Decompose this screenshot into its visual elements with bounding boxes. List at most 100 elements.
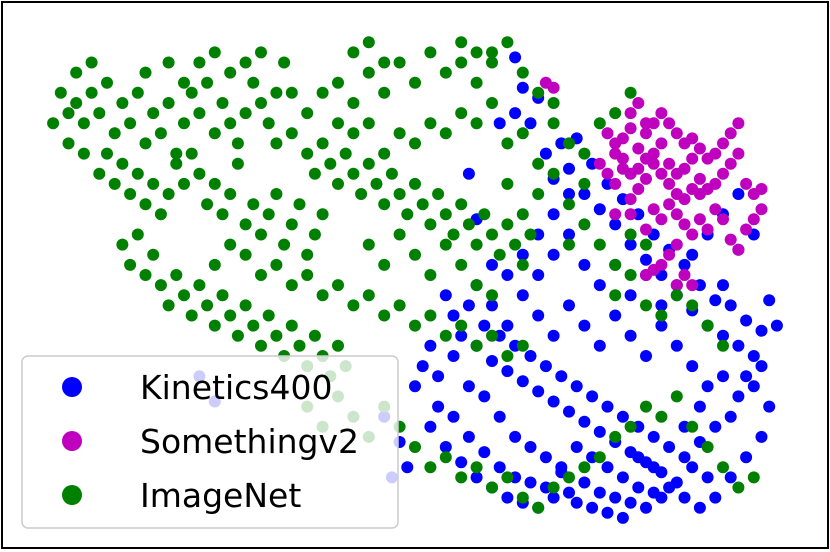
- point-imagenet-21: [224, 117, 237, 130]
- point-kinetics400-148: [663, 481, 676, 494]
- point-somethingv2-66: [655, 167, 668, 180]
- point-kinetics400-144: [601, 461, 614, 474]
- point-imagenet-169: [501, 350, 514, 362]
- point-imagenet-49: [239, 218, 252, 231]
- point-imagenet-96: [347, 167, 360, 180]
- point-imagenet-32: [108, 177, 121, 190]
- point-somethingv2-33: [686, 228, 699, 241]
- point-somethingv2-56: [693, 142, 706, 155]
- point-imagenet-51: [255, 228, 267, 241]
- point-imagenet-25: [255, 97, 267, 109]
- point-kinetics400-110: [563, 299, 575, 312]
- point-kinetics400-111: [578, 319, 591, 332]
- point-kinetics400-40: [455, 329, 468, 342]
- point-imagenet-233: [670, 390, 683, 403]
- point-kinetics400-113: [609, 309, 622, 322]
- point-somethingv2-14: [693, 172, 706, 185]
- point-kinetics400-17: [640, 253, 652, 266]
- point-kinetics400-159: [593, 279, 606, 292]
- point-kinetics400-26: [709, 294, 722, 307]
- point-kinetics400-119: [701, 380, 714, 393]
- point-somethingv2-62: [624, 107, 637, 120]
- point-imagenet-18: [201, 76, 214, 89]
- point-kinetics400-0: [509, 107, 522, 120]
- point-imagenet-142: [393, 127, 406, 140]
- point-somethingv2-4: [616, 132, 629, 145]
- point-imagenet-63: [139, 269, 152, 281]
- point-imagenet-179: [486, 289, 498, 302]
- point-imagenet-250: [455, 36, 468, 49]
- point-somethingv2-18: [724, 157, 737, 170]
- point-kinetics400-15: [624, 238, 637, 251]
- point-imagenet-164: [424, 309, 437, 322]
- point-imagenet-174: [409, 248, 421, 261]
- point-imagenet-38: [154, 208, 167, 221]
- point-imagenet-224: [532, 501, 545, 514]
- point-kinetics400-142: [570, 441, 583, 453]
- point-kinetics400-43: [478, 319, 491, 332]
- point-somethingv2-31: [670, 208, 683, 221]
- point-imagenet-151: [224, 238, 237, 251]
- point-kinetics400-99: [624, 496, 637, 509]
- point-imagenet-117: [509, 238, 522, 251]
- point-kinetics400-122: [747, 380, 760, 393]
- point-somethingv2-22: [755, 183, 768, 195]
- point-imagenet-10: [139, 137, 152, 150]
- point-imagenet-77: [247, 319, 260, 332]
- point-imagenet-80: [270, 329, 283, 342]
- point-kinetics400-82: [493, 461, 506, 474]
- point-somethingv2-32: [678, 218, 691, 231]
- point-imagenet-69: [185, 309, 198, 322]
- point-kinetics400-115: [640, 350, 652, 362]
- point-imagenet-248: [362, 36, 375, 49]
- point-imagenet-41: [178, 177, 190, 190]
- point-imagenet-148: [285, 86, 298, 99]
- point-imagenet-170: [516, 339, 529, 352]
- point-kinetics400-86: [524, 476, 537, 489]
- point-kinetics400-94: [586, 501, 599, 514]
- point-somethingv2-10: [663, 157, 676, 170]
- point-kinetics400-65: [647, 430, 660, 443]
- point-kinetics400-180: [401, 461, 414, 474]
- point-somethingv2-48: [632, 162, 645, 175]
- point-imagenet-99: [370, 177, 383, 190]
- point-imagenet-193: [516, 208, 529, 221]
- point-imagenet-113: [478, 208, 491, 221]
- point-kinetics400-114: [624, 329, 637, 342]
- point-kinetics400-72: [701, 471, 714, 484]
- point-imagenet-43: [193, 167, 206, 180]
- point-imagenet-40: [170, 157, 183, 170]
- point-imagenet-85: [308, 329, 321, 342]
- point-imagenet-115: [493, 248, 506, 261]
- point-somethingv2-82: [640, 223, 652, 236]
- point-kinetics400-46: [501, 365, 514, 378]
- point-kinetics400-161: [624, 289, 637, 302]
- point-kinetics400-172: [516, 248, 529, 261]
- legend: Kinetics400 Somethingv2 ImageNet: [21, 355, 399, 529]
- point-somethingv2-35: [701, 223, 714, 236]
- point-kinetics400-139: [524, 441, 537, 453]
- point-imagenet-106: [424, 218, 437, 231]
- point-imagenet-155: [285, 279, 298, 292]
- point-kinetics400-73: [424, 420, 437, 433]
- point-kinetics400-74: [432, 400, 445, 413]
- point-somethingv2-5: [624, 122, 637, 135]
- point-imagenet-98: [362, 157, 375, 170]
- point-kinetics400-67: [663, 441, 676, 453]
- point-kinetics400-149: [678, 491, 691, 504]
- point-imagenet-132: [501, 36, 514, 49]
- point-kinetics400-36: [763, 294, 776, 307]
- point-somethingv2-65: [647, 157, 660, 170]
- point-somethingv2-49: [640, 127, 652, 140]
- point-imagenet-97: [355, 188, 368, 200]
- point-somethingv2-36: [709, 203, 722, 216]
- point-imagenet-44: [201, 198, 214, 211]
- point-somethingv2-34: [693, 213, 706, 226]
- point-imagenet-70: [193, 279, 206, 292]
- point-imagenet-150: [208, 258, 221, 271]
- point-kinetics400-112: [593, 339, 606, 352]
- point-imagenet-123: [362, 66, 375, 79]
- point-somethingv2-64: [640, 117, 652, 130]
- point-imagenet-218: [439, 451, 452, 464]
- point-imagenet-57: [301, 248, 314, 261]
